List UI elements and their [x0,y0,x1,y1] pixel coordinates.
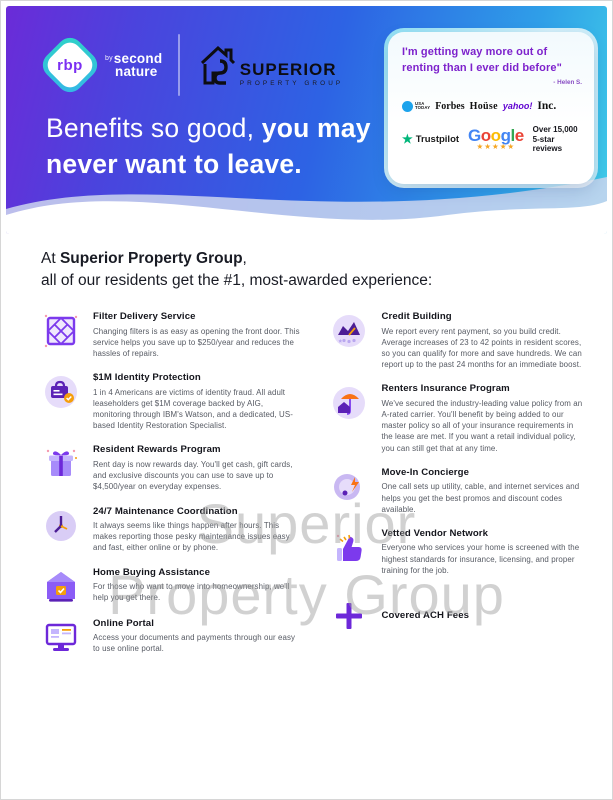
headline-regular: Benefits so good, [46,113,262,143]
intro-brand: Superior Property Group [59,250,243,267]
trustpilot-star-icon: ★ [402,132,413,147]
rbp-second-nature-logo: rbp bysecond nature [37,32,163,98]
thumbs-up-icon [329,528,369,576]
monitor-icon [41,618,81,656]
benefit-body: We've secured the industry-leading value… [381,398,583,453]
benefit-identity-protection: $1M Identity Protection 1 in 4 Americans… [41,372,301,431]
benefit-filter-delivery: Filter Delivery Service Changing filters… [41,311,301,359]
headline-bold-1: you may [261,113,371,143]
superior-wordmark: SUPERIOR PROPERTY GROUP [240,61,344,87]
inc-logo: Inc. [537,100,557,112]
benefit-body: One call sets up utility, cable, and int… [381,482,580,514]
usa-today-circle-icon [402,100,413,112]
benefit-body: Everyone who services your home is scree… [381,543,580,575]
testimonial-quote: I'm getting way more out of renting than… [402,46,562,74]
logo-row: rbp bysecond nature SUPERIOR [37,32,344,98]
headline: Benefits so good, you may never want to … [46,110,371,182]
benefit-title: Online Portal [93,617,155,629]
header-banner: rbp bysecond nature SUPERIOR [6,6,607,234]
second-label: second [113,51,163,66]
intro-line2: all of our residents get the #1, most-aw… [41,271,433,289]
plus-icon [329,597,369,633]
rbp-logo-text: rbp [57,56,83,74]
intro-prefix: At [41,250,60,267]
benefit-vetted-vendors: Vetted Vendor Network Everyone who servi… [329,528,584,576]
clock-icon [41,506,81,554]
rbp-logo-icon: rbp [37,32,103,98]
benefit-title: Resident Rewards Program [93,444,221,456]
concierge-bolt-icon [329,467,369,515]
press-logos-row: USA TODAY Forbes Hoüse yahoo! Inc. [402,100,582,112]
benefit-title: Home Buying Assistance [93,566,211,578]
benefit-body: 1 in 4 Americans are victims of identity… [93,387,293,431]
benefits-columns: Filter Delivery Service Changing filters… [41,311,584,669]
property-group-sub: PROPERTY GROUP [239,80,344,87]
superior-property-group-logo: SUPERIOR PROPERTY GROUP [196,43,344,87]
usa-today-logo: USA TODAY [402,100,430,112]
wave-decoration [6,177,607,234]
trustpilot-logo: ★ Trustpilot [402,132,460,147]
benefit-renters-insurance: Renters Insurance Program We've secured … [329,383,584,454]
benefit-title: Filter Delivery Service [93,311,196,322]
benefit-title: Covered ACH Fees [381,609,470,621]
benefit-online-portal: Online Portal Access your documents and … [41,618,301,656]
benefit-move-in-concierge: Move-In Concierge One call sets up utili… [329,467,584,515]
benefits-column-left: Filter Delivery Service Changing filters… [41,311,301,669]
house-icon [196,43,236,87]
forbes-logo: Forbes [435,100,465,112]
benefit-body: Access your documents and payments throu… [93,633,296,654]
benefit-body: For those who want to move into homeowne… [93,582,290,603]
benefit-body: We report every rent payment, so you bui… [381,326,582,370]
benefit-home-buying: Home Buying Assistance For those who wan… [41,567,301,605]
benefit-covered-ach: Covered ACH Fees [329,597,584,633]
second-nature-wordmark: bysecond nature [105,51,163,79]
superior-name: SUPERIOR [239,60,337,79]
google-stars-icon: ★★★★★ [476,141,516,151]
logo-divider [178,34,180,96]
identity-badge-icon [41,372,81,431]
benefit-body: Rent day is now rewards day. You'll get … [93,459,293,492]
headline-bold-2: never want to leave. [46,149,302,179]
yahoo-logo: yahoo! [502,101,533,111]
benefit-title: Vetted Vendor Network [381,527,489,539]
benefit-body: It always seems like things happen after… [93,521,290,553]
intro-suffix: , [242,250,247,267]
benefit-credit-building: Credit Building We report every rent pay… [329,311,584,370]
credit-score-icon [329,311,369,370]
benefit-title: Move-In Concierge [381,466,470,478]
benefit-title: 24/7 Maintenance Coordination [93,505,238,517]
umbrella-home-icon [329,383,369,454]
testimonial-attribution: - Helen S. [553,79,582,86]
reviews-count: Over 15,000 5-star reviews [532,125,578,153]
gift-icon [41,444,81,492]
testimonial-card: I'm getting way more out of renting than… [388,32,594,184]
benefit-maintenance: 24/7 Maintenance Coordination It always … [41,506,301,554]
testimonial-card-glow: I'm getting way more out of renting than… [384,28,598,188]
benefit-title: Renters Insurance Program [381,383,510,395]
benefit-resident-rewards: Resident Rewards Program Rent day is now… [41,444,301,492]
benefit-body: Changing filters is as easy as opening t… [93,326,300,358]
benefit-title: $1M Identity Protection [93,372,201,384]
house-logo: Hoüse [469,100,498,112]
benefit-title: Credit Building [381,311,452,322]
reviews-row: ★ Trustpilot Google ★★★★★ Over 15,000 5-… [402,125,582,154]
intro-heading: At Superior Property Group, all of our r… [41,248,582,291]
home-check-icon [41,567,81,605]
air-filter-icon [41,311,81,359]
by-label: by [105,55,113,62]
benefits-column-right: Credit Building We report every rent pay… [329,311,584,669]
nature-label: nature [115,64,158,79]
google-logo: Google ★★★★★ [468,125,524,151]
